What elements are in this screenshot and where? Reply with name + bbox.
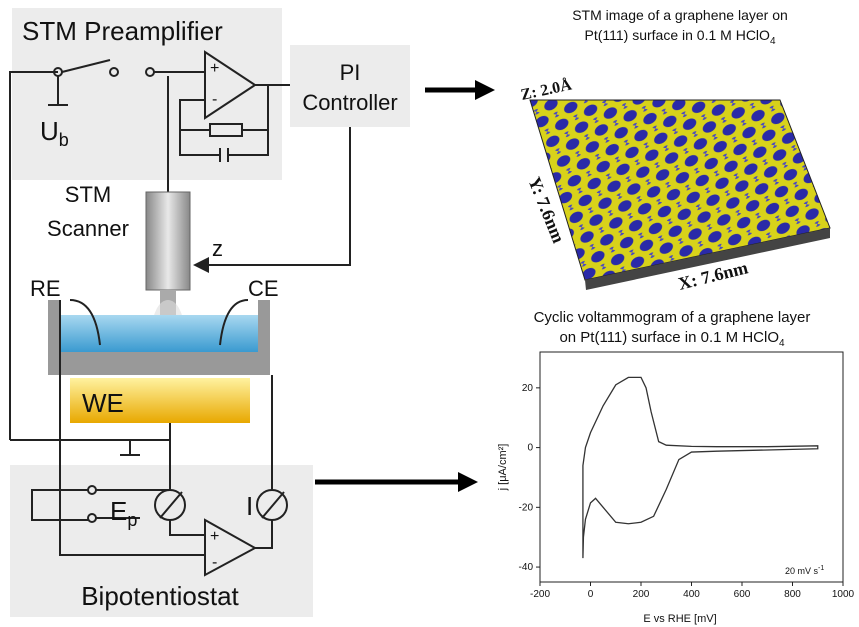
x-tick-label: 800 <box>784 589 801 600</box>
figure: STM Preamplifier Ub PI Controller STM Sc… <box>0 0 859 627</box>
stm-surface <box>530 100 830 280</box>
x-tick-label: 200 <box>633 589 650 600</box>
opamp-minus: - <box>212 91 217 108</box>
y-tick-label: -40 <box>519 562 534 573</box>
opamp-plus: + <box>210 528 219 545</box>
electrolyte <box>60 315 258 352</box>
stm-title: Pt(111) surface in 0.1 M HClO4 <box>585 27 776 47</box>
x-tick-label: 600 <box>734 589 751 600</box>
cv-annotation-sup: -1 <box>818 565 824 572</box>
stm-title: STM image of a graphene layer on <box>572 7 788 23</box>
cv-title: on Pt(111) surface in 0.1 M HClO4 <box>559 329 785 349</box>
cv-curve <box>583 377 818 558</box>
opamp-minus: - <box>212 554 217 571</box>
bias-symbol: U <box>40 116 59 146</box>
bipotentiostat-title: Bipotentiostat <box>81 581 239 611</box>
potential-sub: p <box>127 510 137 530</box>
y-tick-label: 0 <box>527 443 533 454</box>
ce-label: CE <box>248 276 279 301</box>
arrow-head <box>458 472 478 492</box>
we-label: WE <box>82 388 124 418</box>
arrow-head <box>475 80 495 100</box>
cv-y-label: j [μA/cm²] <box>497 444 509 492</box>
cv-title-text: on Pt(111) surface in 0.1 M HClO <box>559 329 779 346</box>
plot-frame <box>540 352 843 582</box>
scanner-line: STM <box>65 182 111 207</box>
current-label: I <box>246 491 253 521</box>
re-label: RE <box>30 276 61 301</box>
controller-line: Controller <box>302 90 397 115</box>
stm-title-sub: 4 <box>770 36 776 47</box>
x-tick-label: 1000 <box>832 589 855 600</box>
potential-symbol: E <box>110 496 127 526</box>
scanner-line: Scanner <box>47 216 129 241</box>
z-label: z <box>212 236 223 261</box>
x-tick-label: -200 <box>530 589 550 600</box>
cv-title-sub: 4 <box>779 338 785 349</box>
stm-title-text: Pt(111) surface in 0.1 M HClO <box>585 27 771 43</box>
controller-line: PI <box>340 60 361 85</box>
y-tick-label: 20 <box>522 383 534 394</box>
bias-sub: b <box>59 130 69 150</box>
x-tick-label: 0 <box>588 589 594 600</box>
y-tick-label: -20 <box>519 502 534 513</box>
cv-title: Cyclic voltammogram of a graphene layer <box>534 309 811 326</box>
cv-annotation-text: 20 mV s <box>785 566 819 576</box>
opamp-plus: + <box>210 60 219 77</box>
x-tick-label: 400 <box>683 589 700 600</box>
scanner <box>146 192 190 290</box>
preamp-title: STM Preamplifier <box>22 16 223 46</box>
cv-annotation: 20 mV s-1 <box>785 565 824 576</box>
cv-x-label: E vs RHE [mV] <box>643 613 716 625</box>
